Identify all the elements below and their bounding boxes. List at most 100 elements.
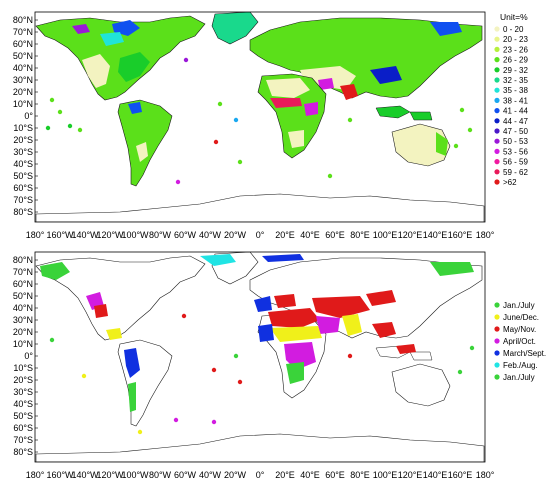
legend-swatch	[494, 350, 500, 356]
longitude-label: 100°W	[121, 230, 149, 240]
longitude-label: 0°	[256, 470, 265, 480]
legend-swatch	[494, 374, 500, 380]
legend-label: 59 - 62	[503, 168, 528, 177]
top-na-east-cyan	[100, 32, 124, 46]
legend-label: 26 - 29	[503, 56, 528, 65]
top-africa-east-purple	[304, 102, 318, 116]
bottom-eurasia	[249, 257, 483, 339]
bottom-iberia-blue	[254, 296, 272, 312]
longitude-label: 80°W	[149, 470, 172, 480]
latitude-label: 10°S	[13, 123, 33, 133]
longitude-label: 20°W	[224, 230, 247, 240]
latitude-label: 50°S	[13, 411, 33, 421]
latitude-label: 80°S	[13, 207, 33, 217]
legend-swatch	[494, 138, 500, 144]
latitude-label: 70°S	[13, 195, 33, 205]
bottom-antarctica	[35, 433, 485, 462]
top-map-frame	[34, 11, 486, 223]
longitude-label: 100°E	[373, 230, 398, 240]
bottom-us-west-red	[94, 304, 108, 318]
legend-label: Jan./July	[503, 373, 535, 382]
longitude-label: 80°E	[350, 230, 370, 240]
longitude-label: 0°	[256, 230, 265, 240]
legend-label: 47 - 50	[503, 127, 528, 136]
latitude-label: 60°S	[13, 423, 33, 433]
legend-swatch	[494, 338, 500, 344]
legend-label: April/Oct.	[503, 337, 536, 346]
latitude-label: 40°S	[13, 399, 33, 409]
longitude-label: 160°E	[448, 230, 473, 240]
legend-swatch	[494, 108, 500, 114]
legend-swatch	[494, 118, 500, 124]
legend-swatch	[494, 179, 500, 185]
longitude-label: 80°E	[350, 470, 370, 480]
longitude-label: 60°E	[325, 230, 345, 240]
bottom-africa-blue	[258, 324, 274, 342]
longitude-label: 20°W	[224, 470, 247, 480]
top-australia-east-green	[436, 132, 448, 156]
latitude-label: 0°	[24, 351, 33, 361]
longitude-label: 160°E	[448, 470, 473, 480]
legend-swatch	[494, 97, 500, 103]
latitude-label: 50°N	[13, 51, 33, 61]
legend-label: May/Nov.	[503, 325, 536, 334]
legend-swatch	[494, 326, 500, 332]
legend-label: 53 - 56	[503, 147, 528, 156]
longitude-label: 60°W	[174, 230, 197, 240]
longitude-label: 160°W	[46, 230, 74, 240]
legend-label: March/Sept.	[503, 349, 546, 358]
longitude-label: 60°E	[325, 470, 345, 480]
top-na-north-blue	[112, 20, 140, 36]
bottom-se-asia-red	[372, 322, 396, 338]
bottom-alaska-green	[40, 262, 70, 280]
longitude-label: 140°E	[423, 230, 448, 240]
longitude-label: 40°W	[199, 230, 222, 240]
top-india-red	[340, 84, 358, 100]
bottom-africa-green	[286, 362, 304, 384]
legend-swatch	[494, 362, 500, 368]
bottom-sa-green	[128, 382, 136, 412]
top-latitude-labels: 80°N 70°N 60°N 50°N 40°N 30°N 20°N 10°N 0° 10°S 20…	[13, 15, 38, 217]
longitude-label: 100°W	[121, 470, 149, 480]
top-sahara-band	[300, 66, 356, 90]
latitude-label: 60°N	[13, 279, 33, 289]
latitude-label: 20°S	[13, 375, 33, 385]
longitude-label: 120°E	[398, 470, 423, 480]
top-sa-dry	[136, 142, 148, 162]
legend-swatch	[494, 67, 500, 73]
bottom-legend: Jan./July June/Dec. May/Nov. April/Oct. Marc…	[494, 301, 546, 382]
bottom-mideast-purple	[316, 316, 340, 334]
legend-label: 41 - 44	[503, 107, 528, 116]
latitude-label: 70°N	[13, 27, 33, 37]
longitude-label: 180°	[26, 470, 45, 480]
legend-label: 29 - 32	[503, 66, 528, 75]
bottom-arctic-cyan	[200, 254, 236, 266]
top-africa-sahel-red	[270, 98, 302, 108]
top-australia	[391, 123, 451, 167]
bottom-sahara-red	[268, 308, 320, 328]
longitude-label: 140°W	[71, 470, 99, 480]
top-map-area	[35, 12, 485, 222]
bottom-iberia-red	[274, 294, 296, 308]
legend-title: Unit=%	[500, 12, 528, 22]
bottom-map-area	[35, 252, 485, 462]
legend-swatch	[494, 26, 500, 32]
legend-swatch	[494, 77, 500, 83]
top-antarctica	[35, 193, 485, 222]
legend-label: 38 - 41	[503, 96, 528, 105]
latitude-label: 60°S	[13, 183, 33, 193]
latitude-label: 30°N	[13, 315, 33, 325]
top-eurasia	[249, 17, 483, 99]
latitude-label: 10°S	[13, 363, 33, 373]
latitude-label: 80°S	[13, 447, 33, 457]
longitude-label: 140°W	[71, 230, 99, 240]
bottom-mexico-yellow	[106, 328, 122, 340]
bottom-north-america	[35, 255, 206, 341]
legend-label: 44 - 47	[503, 117, 528, 126]
top-na-north-purple	[72, 24, 90, 34]
legend-label: 56 - 59	[503, 158, 528, 167]
latitude-label: 70°N	[13, 267, 33, 277]
latitude-label: 50°S	[13, 171, 33, 181]
